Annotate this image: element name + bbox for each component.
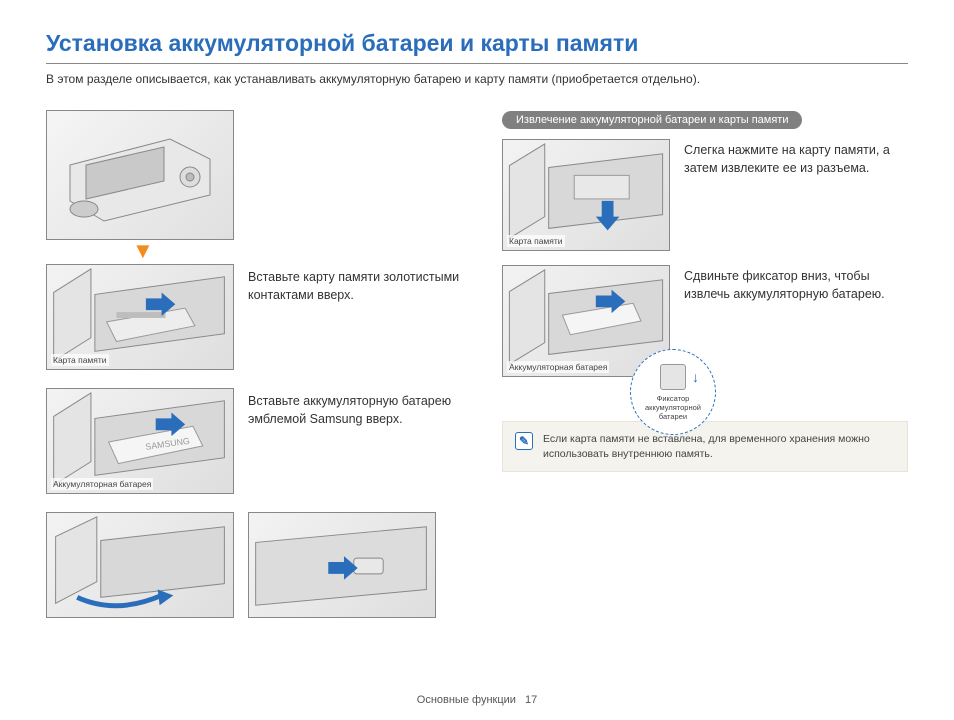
figure-camera-back [46, 110, 234, 240]
page-footer: Основные функции 17 [0, 694, 954, 706]
note-text: Если карта памяти не вставлена, для врем… [543, 432, 895, 461]
note-icon: ✎ [515, 432, 533, 450]
figure-insert-battery: SAMSUNG Аккумуляторная батарея [46, 388, 234, 494]
caption-battery: Аккумуляторная батарея [51, 478, 153, 490]
step-close-cover [46, 512, 476, 618]
intro-text: В этом разделе описывается, как устанавл… [46, 72, 908, 86]
footer-page-number: 17 [525, 694, 537, 706]
text-remove-memcard: Слегка нажмите на карту памяти, а затем … [684, 139, 908, 177]
figure-insert-memcard: Карта памяти [46, 264, 234, 370]
step-insert-memcard: Карта памяти Вставьте карту памяти золот… [46, 264, 476, 370]
text-insert-memcard: Вставьте карту памяти золотистыми контак… [248, 264, 476, 304]
text-insert-battery: Вставьте аккумуляторную батарею эмблемой… [248, 388, 476, 428]
text-remove-battery: Сдвиньте фиксатор вниз, чтобы извлечь ак… [684, 265, 908, 303]
step-remove-memcard: Карта памяти Слегка нажмите на карту пам… [502, 139, 908, 251]
lock-label: Фиксатор аккумуляторной батареи [631, 394, 715, 421]
page-title: Установка аккумуляторной батареи и карты… [46, 30, 908, 64]
footer-section: Основные функции [417, 694, 516, 706]
left-column: ▼ Карта памяти Вставьте карту памяти зол… [46, 110, 476, 618]
right-column: Извлечение аккумуляторной батареи и карт… [502, 110, 908, 618]
caption-memcard: Карта памяти [51, 354, 109, 366]
figure-close-cover-1 [46, 512, 234, 618]
step-remove-battery: Аккумуляторная батарея Сдвиньте фиксатор… [502, 265, 908, 377]
camera-illustration [60, 125, 220, 225]
caption-remove-battery: Аккумуляторная батарея [507, 361, 609, 373]
step-insert-battery: SAMSUNG Аккумуляторная батарея Вставьте … [46, 388, 476, 494]
figure-remove-memcard: Карта памяти [502, 139, 670, 251]
figure-close-cover-2 [248, 512, 436, 618]
arrow-down-icon: ▼ [132, 244, 476, 258]
lock-knob-icon [660, 364, 686, 390]
note-box: ✎ Если карта памяти не вставлена, для вр… [502, 421, 908, 472]
content-columns: ▼ Карта памяти Вставьте карту памяти зол… [46, 110, 908, 618]
removal-heading: Извлечение аккумуляторной батареи и карт… [502, 111, 802, 129]
battery-lock-detail: Фиксатор аккумуляторной батареи [630, 349, 716, 435]
caption-remove-memcard: Карта памяти [507, 235, 565, 247]
